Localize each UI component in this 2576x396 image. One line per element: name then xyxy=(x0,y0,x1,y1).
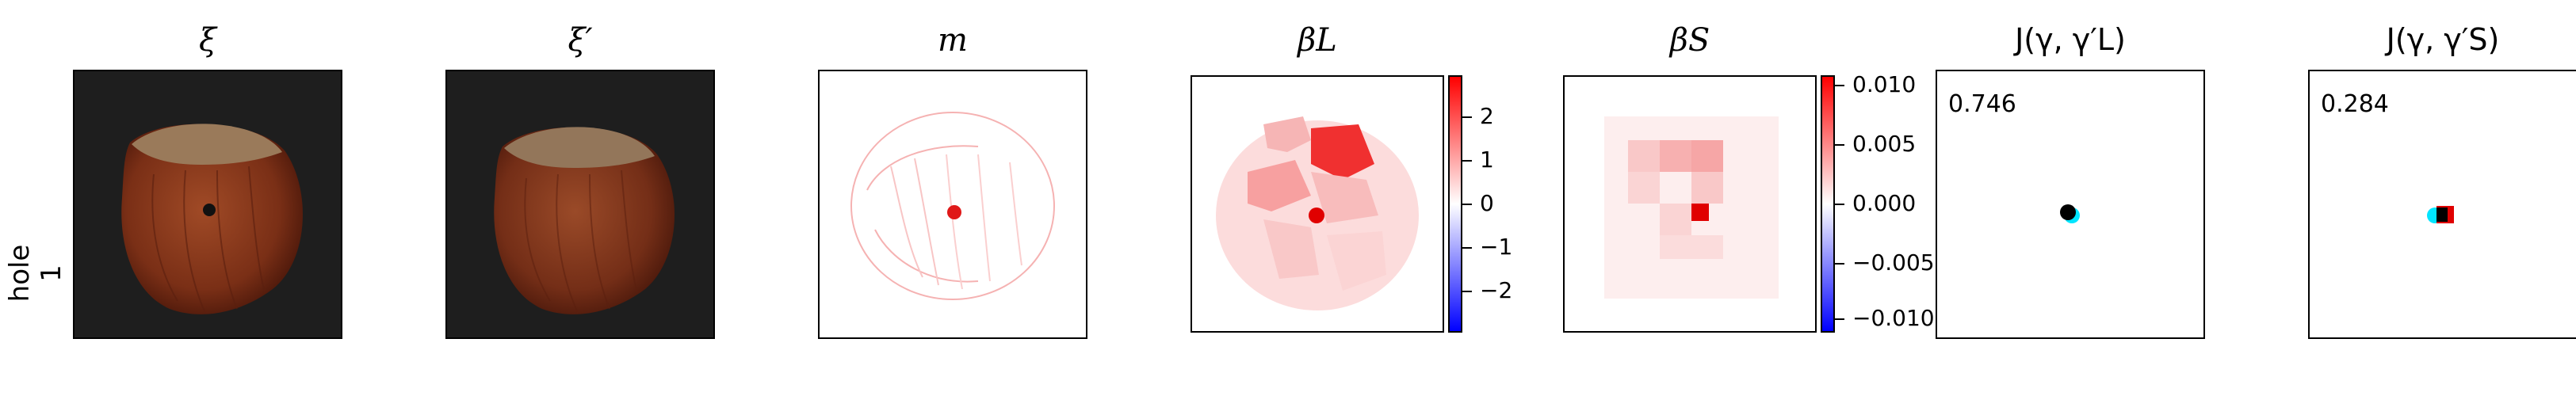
iou-score-s: 0.284 xyxy=(2321,90,2389,118)
mask-j-s: 0.284 xyxy=(2308,70,2576,339)
colorbar-s-tick: −0.005 xyxy=(1835,249,1935,276)
title-m: m xyxy=(938,22,968,59)
colorbar-l-tick: −2 xyxy=(1462,277,1513,303)
image-xi-prime xyxy=(445,70,715,339)
hazelnut-reconstruction xyxy=(494,127,675,314)
colorbar-l xyxy=(1448,75,1462,333)
colorbar-l-tick: 1 xyxy=(1462,147,1494,173)
iou-score-l: 0.746 xyxy=(1948,90,2016,118)
title-xi: ξ xyxy=(198,22,217,59)
mask-overlay-l xyxy=(2060,204,2080,223)
colorbar-l-tick: −1 xyxy=(1462,234,1513,260)
colorbar-l-tick: 0 xyxy=(1462,190,1494,216)
title-j-s: J(γ, γ′S) xyxy=(2386,22,2500,57)
title-xi-prime: ξ′ xyxy=(568,22,593,59)
mask-overlay-s xyxy=(2427,206,2454,223)
colorbar-s-tick: −0.010 xyxy=(1835,305,1935,331)
colorbar-l-tick: 2 xyxy=(1462,103,1494,129)
row-label-text: hole 1 xyxy=(4,244,67,303)
superpixel-map-l xyxy=(1216,116,1419,310)
colorbar-s-tick: 0.005 xyxy=(1834,131,1917,157)
map-beta-s xyxy=(1563,75,1817,333)
grid-map-s xyxy=(1604,116,1779,299)
difference-map xyxy=(850,112,1055,300)
map-beta-l xyxy=(1191,75,1444,333)
title-beta-l: βL xyxy=(1298,22,1337,59)
colorbar-s-tick: 0.000 xyxy=(1834,190,1917,216)
colorbar-s xyxy=(1821,75,1835,333)
row-label: hole 1 xyxy=(0,214,71,333)
colorbar-s-tick: 0.010 xyxy=(1834,71,1917,97)
title-beta-s: βS xyxy=(1669,22,1710,59)
title-j-l: J(γ, γ′L) xyxy=(2015,22,2126,57)
image-xi xyxy=(73,70,342,339)
mask-j-l: 0.746 xyxy=(1936,70,2205,339)
map-m xyxy=(818,70,1087,339)
hazelnut-image xyxy=(121,124,303,314)
